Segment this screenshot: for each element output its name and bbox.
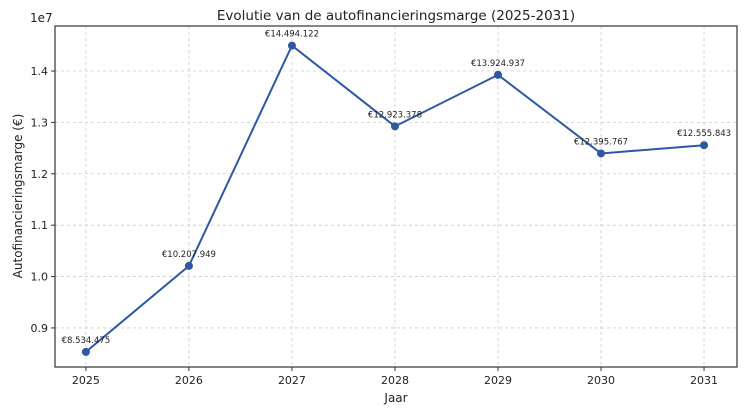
plot-frame <box>54 25 738 368</box>
chart-title: Evolutie van de autofinancieringsmarge (… <box>217 8 575 24</box>
y-tick-label: 1.1 <box>31 219 49 232</box>
y-tick-label: 1.3 <box>31 116 49 129</box>
y-axis-label: Autofinancieringsmarge (€) <box>11 114 25 279</box>
x-axis-label: Jaar <box>383 391 407 405</box>
x-tick-label: 2030 <box>587 374 615 387</box>
series: €8.534.475 €10.207.949 €14.494.122 €12.923.… <box>62 30 731 356</box>
data-point <box>597 149 606 158</box>
data-label: €12.923.378 <box>368 110 422 120</box>
data-label: €13.924.937 <box>471 59 525 69</box>
data-point <box>184 261 193 270</box>
data-label: €8.534.475 <box>62 336 111 346</box>
x-tick-label: 2025 <box>72 374 100 387</box>
y-tick-label: 1.0 <box>31 271 49 284</box>
data-label: €14.494.122 <box>265 30 319 40</box>
data-label: €10.207.949 <box>162 250 216 260</box>
x-tick-label: 2028 <box>381 374 409 387</box>
data-point <box>81 347 90 356</box>
x-tick-label: 2027 <box>278 374 306 387</box>
data-label: €12.555.843 <box>677 129 731 139</box>
data-label: €12.395.767 <box>574 137 628 147</box>
y-tick-label: 1.2 <box>31 168 49 181</box>
x-tick-label: 2029 <box>484 374 512 387</box>
y-tick-label: 1.4 <box>31 65 49 78</box>
data-point <box>287 41 296 50</box>
ticks: 2025 2026 2027 2028 2029 2030 2031 0.9 1.0 1.1 1.2… <box>31 65 719 387</box>
data-point <box>700 141 709 150</box>
grid <box>55 26 737 367</box>
y-offset-label: 1e7 <box>30 11 53 25</box>
x-tick-label: 2031 <box>690 374 718 387</box>
x-tick-label: 2026 <box>175 374 203 387</box>
data-point <box>390 122 399 131</box>
y-tick-label: 0.9 <box>31 322 49 335</box>
data-point <box>493 70 502 79</box>
series-line <box>85 44 705 353</box>
